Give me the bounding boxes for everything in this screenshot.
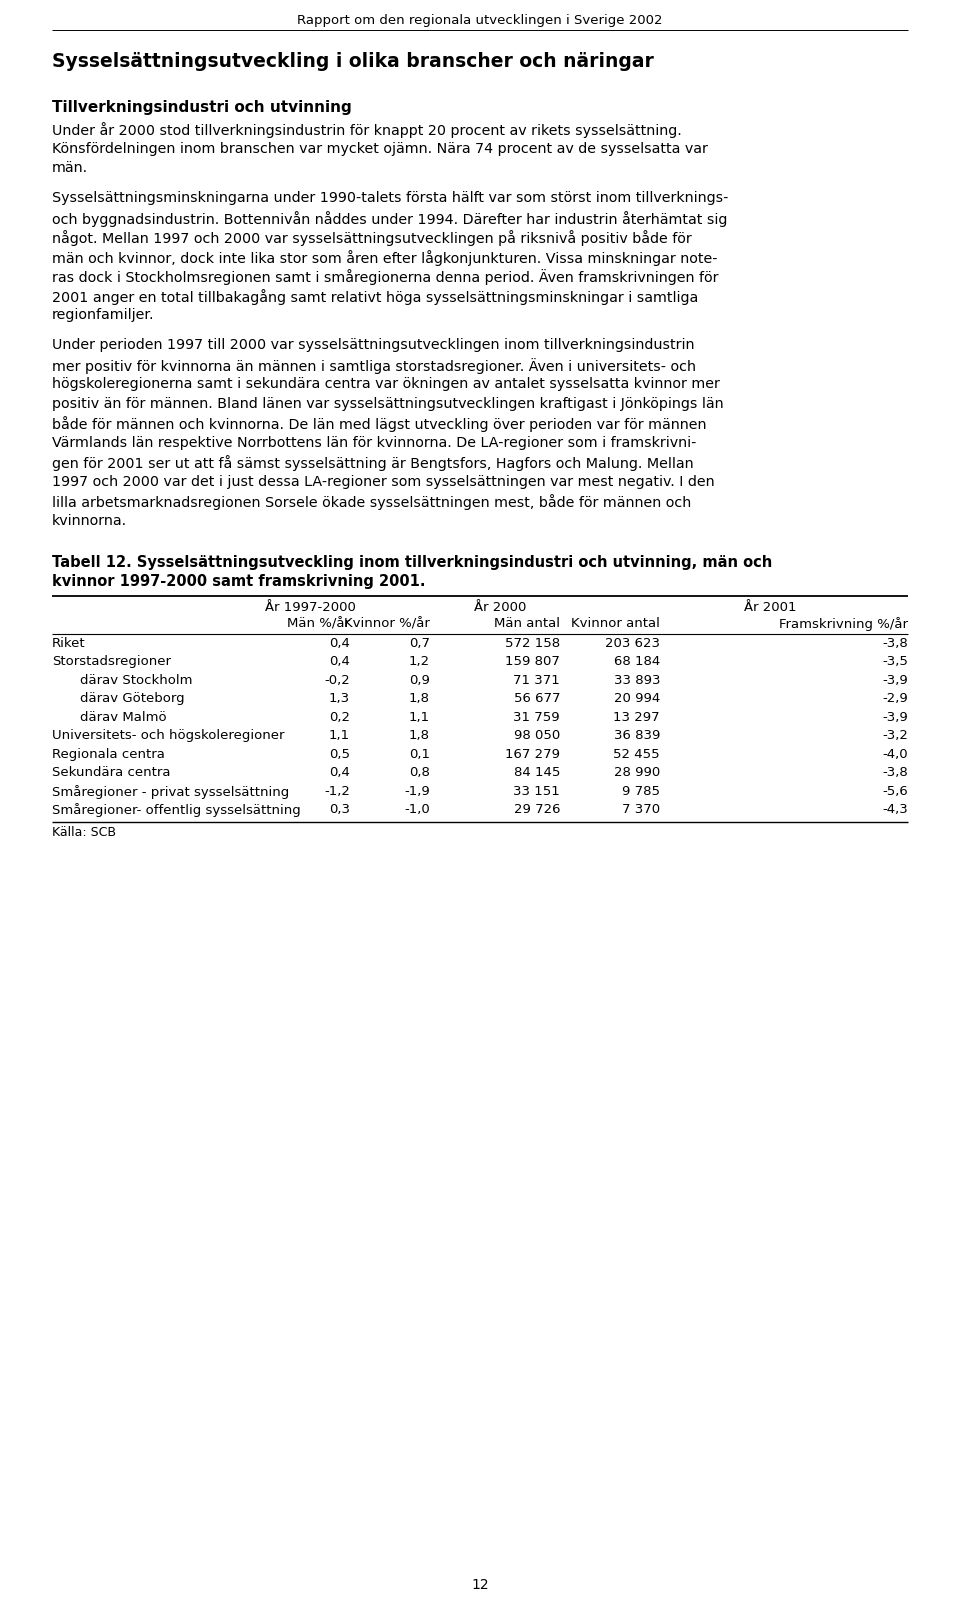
Text: 84 145: 84 145 (514, 766, 560, 779)
Text: 98 050: 98 050 (514, 729, 560, 742)
Text: 28 990: 28 990 (613, 766, 660, 779)
Text: 2001 anger en total tillbakagång samt relativt höga sysselsättningsminskningar i: 2001 anger en total tillbakagång samt re… (52, 289, 698, 305)
Text: -3,9: -3,9 (882, 711, 908, 724)
Text: Universitets- och högskoleregioner: Universitets- och högskoleregioner (52, 729, 284, 742)
Text: 7 370: 7 370 (622, 803, 660, 816)
Text: män.: män. (52, 161, 88, 174)
Text: 1,8: 1,8 (409, 692, 430, 705)
Text: kvinnorna.: kvinnorna. (52, 515, 127, 527)
Text: kvinnor 1997-2000 samt framskrivning 2001.: kvinnor 1997-2000 samt framskrivning 200… (52, 574, 425, 589)
Text: 56 677: 56 677 (514, 692, 560, 705)
Text: 20 994: 20 994 (613, 692, 660, 705)
Text: 29 726: 29 726 (514, 803, 560, 816)
Text: -4,0: -4,0 (882, 748, 908, 761)
Text: Värmlands län respektive Norrbottens län för kvinnorna. De LA-regioner som i fra: Värmlands län respektive Norrbottens län… (52, 436, 696, 450)
Text: År 1997-2000: År 1997-2000 (265, 602, 355, 615)
Text: ras dock i Stockholmsregionen samt i småregionerna denna period. Även framskrivn: ras dock i Stockholmsregionen samt i små… (52, 269, 718, 286)
Text: -3,8: -3,8 (882, 637, 908, 650)
Text: 0,4: 0,4 (329, 766, 350, 779)
Text: -1,2: -1,2 (324, 786, 350, 798)
Text: därav Malmö: därav Malmö (80, 711, 167, 724)
Text: Källa: SCB: Källa: SCB (52, 826, 116, 839)
Text: Regionala centra: Regionala centra (52, 748, 165, 761)
Text: 0,4: 0,4 (329, 637, 350, 650)
Text: 0,3: 0,3 (329, 803, 350, 816)
Text: År 2000: År 2000 (474, 602, 526, 615)
Text: mer positiv för kvinnorna än männen i samtliga storstadsregioner. Även i univers: mer positiv för kvinnorna än männen i sa… (52, 358, 696, 374)
Text: Sekundära centra: Sekundära centra (52, 766, 171, 779)
Text: Framskrivning %/år: Framskrivning %/år (779, 618, 908, 631)
Text: 0,1: 0,1 (409, 748, 430, 761)
Text: regionfamiljer.: regionfamiljer. (52, 308, 155, 323)
Text: -0,2: -0,2 (324, 674, 350, 687)
Text: lilla arbetsmarknadsregionen Sorsele ökade sysselsättningen mest, både för männe: lilla arbetsmarknadsregionen Sorsele öka… (52, 495, 691, 510)
Text: 1997 och 2000 var det i just dessa LA-regioner som sysselsättningen var mest neg: 1997 och 2000 var det i just dessa LA-re… (52, 474, 714, 489)
Text: År 2001: År 2001 (744, 602, 796, 615)
Text: Män %/år: Män %/år (287, 618, 350, 631)
Text: Kvinnor antal: Kvinnor antal (571, 618, 660, 631)
Text: 167 279: 167 279 (505, 748, 560, 761)
Text: Storstadsregioner: Storstadsregioner (52, 655, 171, 668)
Text: därav Göteborg: därav Göteborg (80, 692, 184, 705)
Text: Småregioner - privat sysselsättning: Småregioner - privat sysselsättning (52, 786, 289, 798)
Text: 572 158: 572 158 (505, 637, 560, 650)
Text: 33 893: 33 893 (613, 674, 660, 687)
Text: positiv än för männen. Bland länen var sysselsättningsutvecklingen kraftigast i : positiv än för männen. Bland länen var s… (52, 397, 724, 411)
Text: Under år 2000 stod tillverkningsindustrin för knappt 20 procent av rikets syssel: Under år 2000 stod tillverkningsindustri… (52, 123, 682, 139)
Text: Under perioden 1997 till 2000 var sysselsättningsutvecklingen inom tillverknings: Under perioden 1997 till 2000 var syssel… (52, 339, 694, 353)
Text: -3,5: -3,5 (882, 655, 908, 668)
Text: Sysselsättningsutveckling i olika branscher och näringar: Sysselsättningsutveckling i olika bransc… (52, 52, 654, 71)
Text: Riket: Riket (52, 637, 85, 650)
Text: 0,7: 0,7 (409, 637, 430, 650)
Text: både för männen och kvinnorna. De län med lägst utveckling över perioden var för: både för männen och kvinnorna. De län me… (52, 416, 707, 432)
Text: 12: 12 (471, 1578, 489, 1592)
Text: 0,8: 0,8 (409, 766, 430, 779)
Text: Män antal: Män antal (494, 618, 560, 631)
Text: 1,1: 1,1 (329, 729, 350, 742)
Text: 68 184: 68 184 (613, 655, 660, 668)
Text: Sysselsättningsminskningarna under 1990-talets första hälft var som störst inom : Sysselsättningsminskningarna under 1990-… (52, 192, 729, 205)
Text: Småregioner- offentlig sysselsättning: Småregioner- offentlig sysselsättning (52, 803, 300, 818)
Text: -2,9: -2,9 (882, 692, 908, 705)
Text: -3,2: -3,2 (882, 729, 908, 742)
Text: gen för 2001 ser ut att få sämst sysselsättning är Bengtsfors, Hagfors och Malun: gen för 2001 ser ut att få sämst syssels… (52, 455, 694, 471)
Text: högskoleregionerna samt i sekundära centra var ökningen av antalet sysselsatta k: högskoleregionerna samt i sekundära cent… (52, 377, 720, 392)
Text: 1,1: 1,1 (409, 711, 430, 724)
Text: 52 455: 52 455 (613, 748, 660, 761)
Text: 9 785: 9 785 (622, 786, 660, 798)
Text: -5,6: -5,6 (882, 786, 908, 798)
Text: män och kvinnor, dock inte lika stor som åren efter lågkonjunkturen. Vissa minsk: män och kvinnor, dock inte lika stor som… (52, 250, 717, 266)
Text: -3,8: -3,8 (882, 766, 908, 779)
Text: 36 839: 36 839 (613, 729, 660, 742)
Text: Kvinnor %/år: Kvinnor %/år (344, 618, 430, 631)
Text: 1,2: 1,2 (409, 655, 430, 668)
Text: 0,2: 0,2 (329, 711, 350, 724)
Text: 0,9: 0,9 (409, 674, 430, 687)
Text: Tillverkningsindustri och utvinning: Tillverkningsindustri och utvinning (52, 100, 351, 115)
Text: -1,0: -1,0 (404, 803, 430, 816)
Text: 159 807: 159 807 (505, 655, 560, 668)
Text: 0,4: 0,4 (329, 655, 350, 668)
Text: -1,9: -1,9 (404, 786, 430, 798)
Text: och byggnadsindustrin. Bottennivån nåddes under 1994. Därefter har industrin åte: och byggnadsindustrin. Bottennivån nådde… (52, 211, 728, 227)
Text: Tabell 12. Sysselsättningsutveckling inom tillverkningsindustri och utvinning, m: Tabell 12. Sysselsättningsutveckling ino… (52, 555, 772, 569)
Text: 71 371: 71 371 (514, 674, 560, 687)
Text: 31 759: 31 759 (514, 711, 560, 724)
Text: 33 151: 33 151 (514, 786, 560, 798)
Text: -4,3: -4,3 (882, 803, 908, 816)
Text: 13 297: 13 297 (613, 711, 660, 724)
Text: Rapport om den regionala utvecklingen i Sverige 2002: Rapport om den regionala utvecklingen i … (298, 15, 662, 27)
Text: -3,9: -3,9 (882, 674, 908, 687)
Text: 0,5: 0,5 (329, 748, 350, 761)
Text: 1,8: 1,8 (409, 729, 430, 742)
Text: något. Mellan 1997 och 2000 var sysselsättningsutvecklingen på riksnivå positiv : något. Mellan 1997 och 2000 var sysselsä… (52, 231, 692, 247)
Text: 203 623: 203 623 (605, 637, 660, 650)
Text: därav Stockholm: därav Stockholm (80, 674, 193, 687)
Text: 1,3: 1,3 (329, 692, 350, 705)
Text: Könsfördelningen inom branschen var mycket ojämn. Nära 74 procent av de sysselsa: Könsfördelningen inom branschen var myck… (52, 142, 708, 155)
